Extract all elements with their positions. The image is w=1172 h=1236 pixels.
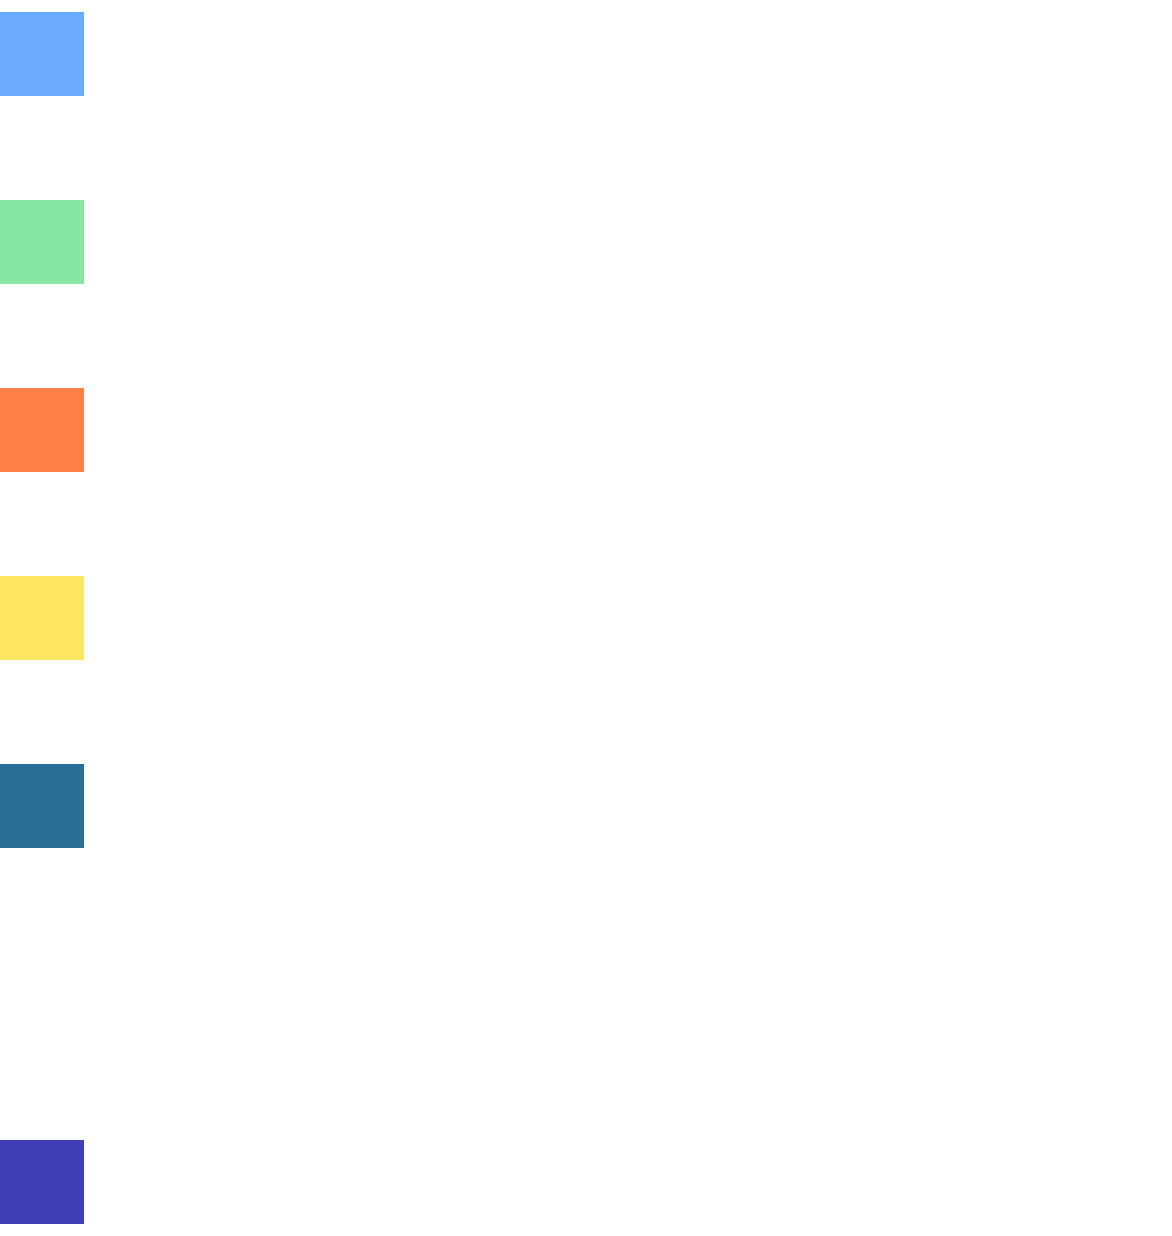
color-swatch-teal	[0, 764, 84, 848]
color-swatch-indigo	[0, 1140, 84, 1224]
color-swatch-green	[0, 200, 84, 284]
color-swatch-yellow	[0, 576, 84, 660]
color-swatch-orange	[0, 388, 84, 472]
color-swatch-blue	[0, 12, 84, 96]
